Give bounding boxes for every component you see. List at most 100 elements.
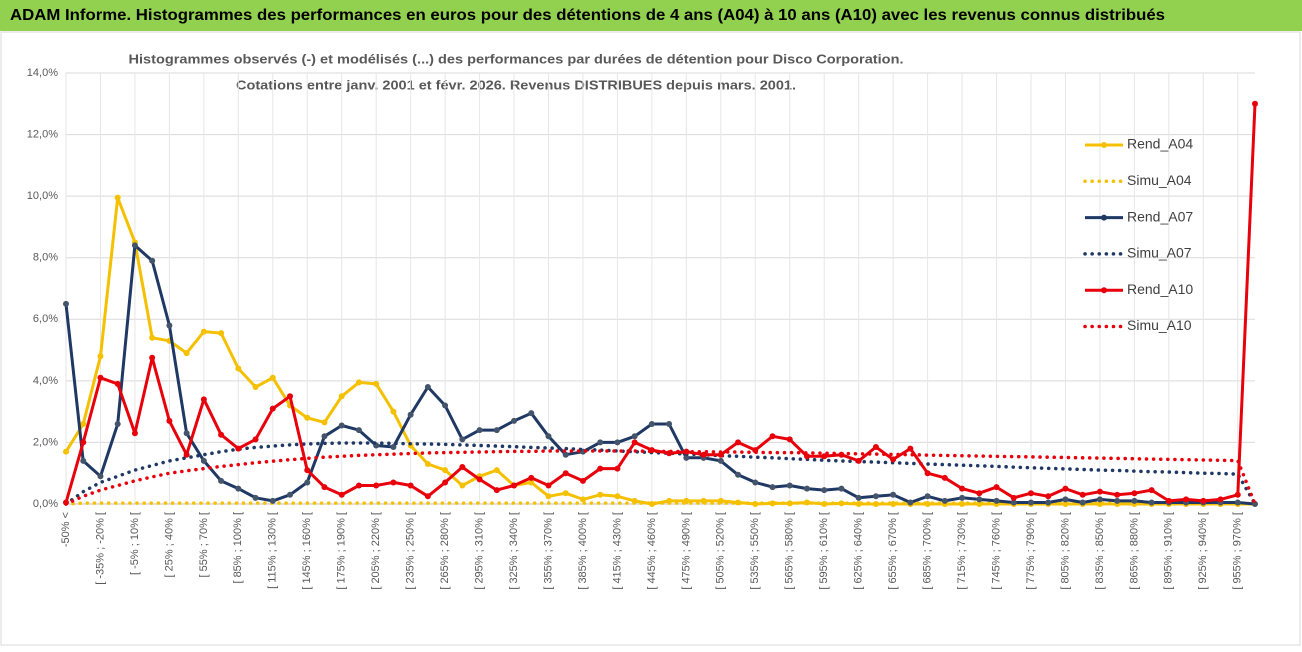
point [1131,497,1138,504]
point [959,485,966,492]
x-tick-label: [ 535% ; 550% [ [749,512,761,590]
point [803,485,810,492]
legend-label: Simu_A10 [1127,317,1192,333]
point [1148,487,1155,494]
point [304,414,311,421]
series-line [64,501,1257,506]
point [114,380,121,387]
point [890,491,897,498]
point [1148,499,1155,506]
x-tick-label: [ 835% ; 850% [ [1094,512,1106,590]
point [1062,496,1069,503]
point [855,457,862,464]
x-tick-label: [ 385% ; 400% [ [577,512,589,590]
x-tick-label: [ 955% ; 970% [ [1232,512,1244,590]
point [631,439,638,446]
point [890,456,897,463]
point [183,430,190,437]
point [355,482,362,489]
point [97,353,104,360]
point [976,496,983,503]
point [666,420,673,427]
point [338,422,345,429]
point [562,470,569,477]
point [493,487,500,494]
point [579,477,586,484]
point [63,300,69,307]
point [511,417,518,424]
x-tick-label: [ -35% ; -20% [ [94,512,106,585]
point [459,464,466,471]
x-tick-label: [ -5% ; 10% [ [129,512,141,575]
point [80,439,87,446]
point [735,471,742,478]
point [114,194,121,201]
point [752,479,759,486]
point [648,501,655,507]
point [597,491,604,498]
point [424,493,431,500]
point [373,380,380,387]
point [269,497,276,504]
x-tick-label: [ 565% ; 580% [ [784,512,796,590]
point [1062,485,1069,492]
point [166,322,173,329]
point [476,476,483,483]
point [218,330,225,337]
point [1131,490,1138,497]
x-tick-label: [ 505% ; 520% [ [715,512,727,590]
point [1252,100,1258,107]
point [200,328,207,335]
point [269,374,276,381]
x-tick-label: [ 175% ; 190% [ [336,512,348,590]
chart-title: Histogrammes observés (-) et modélisés (… [129,51,904,66]
point [1234,499,1241,506]
point [235,445,242,452]
point [562,490,569,497]
point [941,497,948,504]
point [1096,496,1103,503]
point [1045,493,1052,500]
point [287,491,294,498]
x-tick-label: [ 235% ; 250% [ [405,512,417,590]
x-tick-label: [ 715% ; 730% [ [956,512,968,590]
point [252,436,259,443]
point [80,420,87,427]
point [459,482,466,489]
point [528,474,535,481]
point [1010,499,1017,506]
x-tick-label: [ 625% ; 640% [ [853,512,865,590]
series-line [64,196,1255,506]
point [183,350,190,357]
point [528,479,535,486]
point [1234,491,1241,498]
point [545,482,552,489]
series-line [64,103,1257,503]
point [614,493,621,500]
point [959,494,966,501]
point [338,491,345,498]
point [890,501,897,507]
point [476,427,483,434]
x-tick-label: [ 355% ; 370% [ [542,512,554,590]
point [338,393,345,400]
x-tick-label: [ 145% ; 160% [ [301,512,313,590]
point [907,499,914,506]
point [442,479,449,486]
series-line [64,441,1257,506]
point [1010,494,1017,501]
point [769,500,776,507]
point [149,257,156,264]
point [304,467,311,474]
point [131,242,138,249]
point [700,451,707,458]
point [424,460,431,467]
point [993,484,1000,491]
point [424,384,431,391]
point [545,493,552,500]
x-tick-label: [ 865% ; 880% [ [1128,512,1140,590]
point [562,451,569,458]
point [407,411,414,418]
point [149,334,156,341]
point [907,445,914,452]
